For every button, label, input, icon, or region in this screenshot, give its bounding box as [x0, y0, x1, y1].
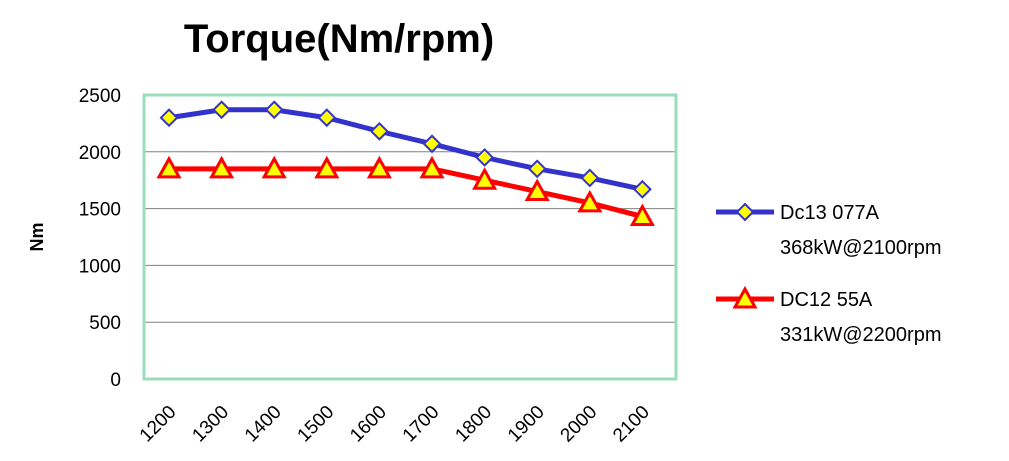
data-point	[264, 100, 284, 120]
x-tick-label: 1800	[451, 402, 496, 447]
x-tick-label: 1200	[136, 402, 181, 447]
x-tick-labels: 1200 1300 1400 1500 1600 1700 1800 1900 2000 2100	[136, 402, 654, 447]
legend: Dc13 077A 368kW@2100rpm DC12 55A 331kW@2200…	[716, 202, 941, 346]
data-point	[524, 178, 550, 202]
data-point	[527, 159, 547, 179]
x-tick-label: 1900	[504, 402, 549, 447]
data-point	[632, 179, 652, 199]
y-tick-label: 0	[110, 370, 121, 391]
y-tick-label: 1000	[79, 256, 121, 277]
data-point	[261, 155, 287, 179]
x-tick-label: 2000	[557, 402, 602, 447]
legend-sublabel: 331kW@2200rpm	[780, 324, 941, 346]
data-point	[472, 167, 498, 190]
data-point	[629, 203, 655, 227]
series-line	[169, 166, 644, 219]
y-tick-label: 1500	[79, 200, 121, 221]
legend-label: Dc13 077A	[780, 202, 880, 224]
data-point	[317, 108, 337, 128]
data-point	[159, 108, 179, 128]
data-point	[209, 155, 235, 179]
data-point	[366, 155, 392, 179]
plot-area-border	[142, 93, 678, 381]
data-point	[369, 121, 389, 141]
data-point	[212, 100, 232, 120]
series-line	[168, 107, 643, 192]
data-point	[577, 189, 603, 213]
data-point	[735, 202, 755, 222]
data-point	[475, 148, 495, 167]
y-tick-label: 2000	[79, 143, 121, 164]
x-tick-label: 1400	[241, 402, 286, 447]
y-tick-label: 2500	[79, 86, 121, 107]
chart-title: Torque(Nm/rpm)	[184, 17, 494, 61]
y-tick-label: 500	[89, 313, 121, 334]
data-point	[156, 155, 182, 179]
data-point	[419, 155, 445, 179]
x-tick-label: 2100	[609, 402, 654, 447]
data-point	[314, 155, 340, 179]
x-tick-label: 1700	[399, 402, 444, 447]
data-point	[732, 285, 758, 309]
y-tick-labels: 0 500 1000 1500 2000 2500	[79, 86, 121, 391]
y-axis-label: Nm	[27, 222, 47, 251]
legend-sublabel: 368kW@2100rpm	[780, 237, 941, 259]
series-lines	[156, 100, 655, 227]
x-tick-label: 1300	[188, 402, 233, 447]
legend-label: DC12 55A	[780, 289, 873, 311]
data-point	[422, 134, 442, 154]
data-point	[580, 168, 600, 188]
x-tick-label: 1500	[294, 402, 339, 447]
x-tick-label: 1600	[346, 402, 391, 447]
